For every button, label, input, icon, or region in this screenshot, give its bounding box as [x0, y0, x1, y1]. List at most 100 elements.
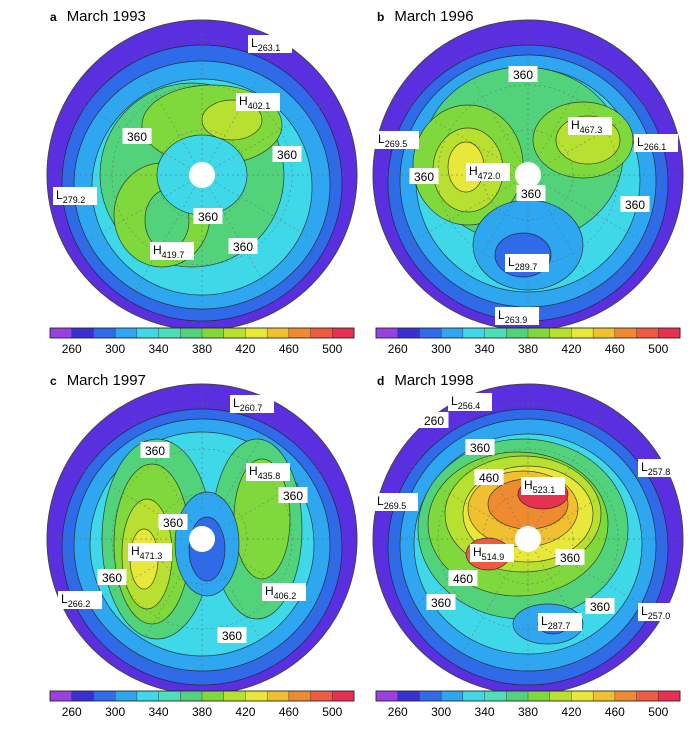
meridian-line	[527, 538, 606, 674]
label-contour: 360	[620, 196, 650, 212]
label-high: H435.8	[246, 463, 290, 481]
meridian-line	[527, 174, 663, 253]
colorbar-swatch	[223, 327, 246, 339]
label-contour: 360	[516, 185, 546, 201]
label-high: H523.1	[521, 477, 565, 495]
colorbar-swatch	[462, 327, 486, 339]
colorbar-swatch	[136, 690, 160, 702]
colorbar-swatch	[158, 690, 181, 702]
label-contour: 360	[465, 439, 495, 455]
colorbar-swatch	[158, 327, 181, 339]
colorbar-tick: 460	[279, 705, 299, 719]
label-contour: 460	[448, 570, 478, 586]
contour-value: 360	[414, 170, 434, 184]
colorbar-swatch	[527, 327, 551, 339]
label-high: H472.0	[466, 163, 510, 181]
label-low: L287.7	[538, 613, 582, 631]
contour-value: 360	[102, 571, 122, 585]
meridian-line	[67, 538, 203, 617]
meridian-line	[201, 174, 280, 310]
colorbar-swatch	[527, 690, 551, 702]
meridian-line	[124, 538, 203, 674]
colorbar-swatch	[201, 690, 225, 702]
label-contour: 360	[272, 146, 302, 162]
colorbar: 260 300 340 380 420 460 500	[375, 327, 681, 356]
colorbar-swatch	[440, 327, 464, 339]
contour-value: 360	[222, 629, 242, 643]
colorbar-swatch	[266, 690, 290, 702]
label-low: L260.7	[230, 395, 274, 413]
meridian-line	[201, 404, 280, 540]
extremum-value: L269.5	[378, 132, 407, 149]
meridian-line	[527, 40, 606, 176]
colorbar-tick: 460	[605, 705, 625, 719]
polar-map-c: L260.7360H435.8360360H471.3360L266.2H406…	[46, 383, 358, 695]
meridian-line	[67, 97, 203, 176]
colorbar-tick: 500	[322, 705, 342, 719]
colorbar-swatch	[614, 327, 638, 339]
colorbar-tick: 420	[235, 705, 255, 719]
colorbar-swatch	[506, 327, 529, 339]
colorbar-swatch	[201, 327, 225, 339]
meridian-line	[201, 461, 337, 540]
colorbar-tick: 420	[561, 342, 581, 356]
label-low: L256.4	[448, 393, 492, 411]
meridian-line	[450, 538, 529, 674]
colorbar-swatch	[614, 690, 638, 702]
colorbar-swatch	[310, 690, 333, 702]
colorbar-swatch	[419, 327, 442, 339]
meridian-line	[201, 538, 280, 674]
extremum-value: H406.2	[265, 584, 296, 601]
colorbar-swatch	[114, 327, 138, 339]
meridian-line	[527, 97, 663, 176]
label-high: H514.9	[470, 544, 514, 562]
contour-value: 360	[521, 187, 541, 201]
extremum-value: H523.1	[524, 478, 555, 495]
polar-map-a: L263.1 H402.1 360 360 L279.2 360 H419.7 360	[46, 19, 358, 331]
colorbar-swatch	[71, 327, 94, 339]
meridian-line	[201, 538, 337, 617]
colorbar-swatch	[592, 690, 616, 702]
panel-title-d: d March 1998	[377, 372, 474, 389]
colorbar: 260 300 340 380 420 460 500	[49, 327, 355, 356]
meridian-line	[124, 174, 203, 310]
colorbar-swatch	[245, 690, 268, 702]
colorbar-swatch	[288, 690, 312, 702]
panel-title-b: b March 1996	[377, 8, 474, 25]
label-low: L279.2	[53, 187, 97, 205]
colorbar-tick: 340	[475, 705, 495, 719]
label-contour: 360	[426, 594, 456, 610]
colorbar-tick: 420	[235, 342, 255, 356]
colorbar-swatch	[332, 327, 355, 339]
label-contour: 360	[508, 66, 538, 82]
label-contour: 360	[409, 168, 439, 184]
colorbar-tick: 300	[105, 342, 125, 356]
pole-hole	[189, 526, 215, 552]
contour-value: 360	[283, 489, 303, 503]
colorbar-tick: 380	[518, 705, 538, 719]
label-low: L266.1	[634, 134, 678, 152]
pole-hole	[515, 162, 541, 188]
colorbar-swatch	[375, 327, 399, 339]
meridian-line	[393, 97, 529, 176]
contour-value: 360	[625, 198, 645, 212]
meridian-line	[124, 40, 203, 176]
colorbar-swatch	[658, 690, 681, 702]
meridian-line	[450, 40, 529, 176]
colorbar-swatch	[397, 690, 420, 702]
contour-value: 460	[479, 471, 499, 485]
colorbar-tick: 380	[192, 342, 212, 356]
contour-value: 360	[513, 68, 533, 82]
panel-title-c: c March 1997	[50, 372, 146, 389]
extremum-value: L269.5	[377, 494, 406, 511]
label-contour: 460	[474, 469, 504, 485]
colorbar-swatch	[506, 690, 529, 702]
colorbar-tick: 340	[149, 705, 169, 719]
label-contour: 360	[217, 627, 247, 643]
colorbar-swatch	[245, 327, 268, 339]
extremum-value: L257.8	[641, 460, 670, 477]
colorbar-swatch	[93, 327, 116, 339]
label-contour: 360	[158, 514, 188, 530]
contour-value: 360	[163, 516, 183, 530]
